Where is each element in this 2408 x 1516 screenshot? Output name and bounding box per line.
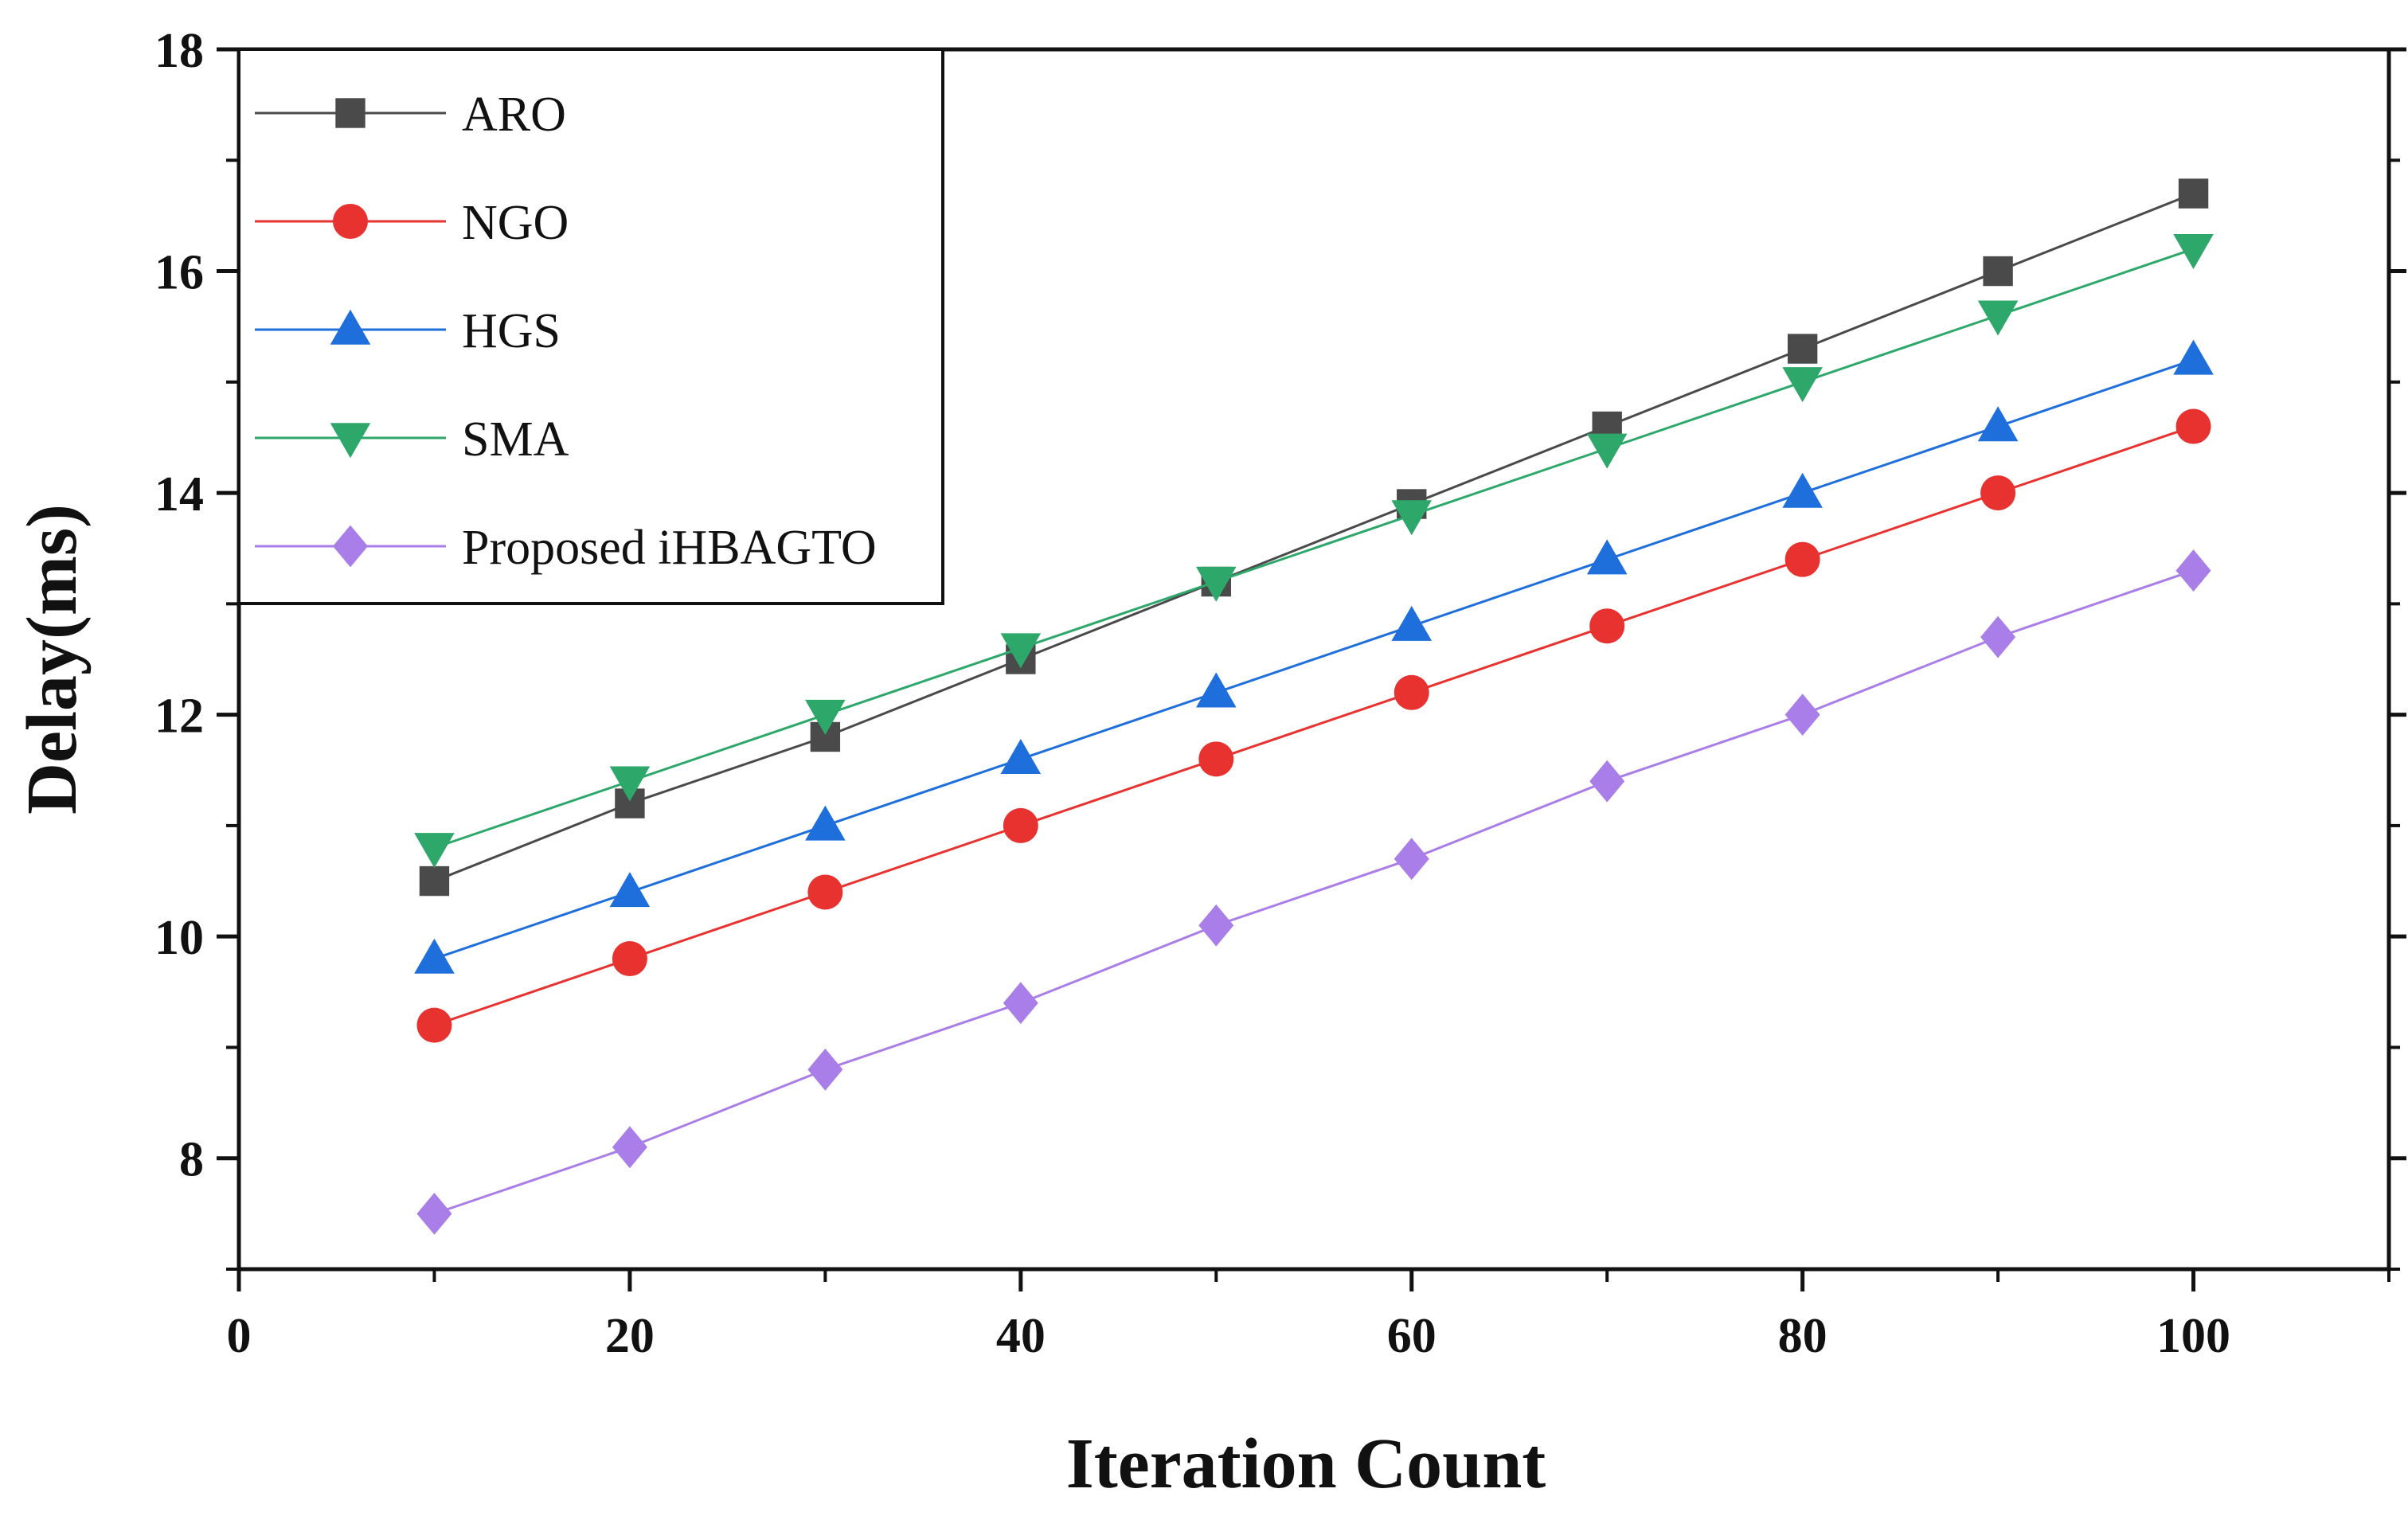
data-point — [1782, 367, 1823, 403]
series-line — [433, 358, 2195, 960]
data-point — [1003, 982, 1038, 1025]
data-point — [414, 833, 455, 869]
data-point — [419, 865, 450, 897]
data-point — [1980, 475, 2016, 511]
data-point — [1198, 904, 1234, 947]
data-point — [1394, 838, 1429, 881]
legend-label: ARO — [462, 88, 566, 142]
data-point — [1980, 615, 2016, 658]
data-point — [807, 1048, 843, 1091]
data-point — [1000, 633, 1042, 669]
data-point — [1394, 674, 1429, 710]
x-tick-label: 20 — [605, 1309, 655, 1363]
y-axis-title: Delay(ms) — [13, 504, 92, 815]
series-line — [433, 192, 2195, 882]
data-point — [1586, 539, 1628, 575]
series-line — [433, 248, 2195, 850]
data-point — [1784, 541, 1820, 577]
data-point — [1391, 500, 1433, 536]
data-point — [1195, 566, 1237, 602]
data-point — [1586, 433, 1628, 469]
legend-item: ARO — [255, 88, 566, 142]
data-point — [1000, 739, 1042, 775]
data-point — [416, 1007, 452, 1043]
data-point — [414, 938, 455, 974]
x-tick-label: 0 — [227, 1309, 252, 1363]
data-point — [2173, 233, 2214, 269]
series-proposed-ihbagto — [416, 549, 2211, 1235]
data-point — [1003, 807, 1038, 843]
series-line — [433, 425, 2195, 1027]
legend-label: NGO — [462, 196, 569, 250]
data-point — [807, 874, 843, 910]
series-line — [433, 569, 2195, 1215]
data-point — [1983, 256, 2013, 287]
data-point — [805, 805, 846, 841]
data-point — [2175, 549, 2211, 592]
data-point — [1977, 300, 2019, 336]
legend-swatch-marker — [333, 525, 368, 568]
legend-item: HGS — [255, 304, 561, 358]
legend-item: SMA — [255, 412, 569, 467]
series-sma — [414, 233, 2214, 869]
y-tick-label: 8 — [179, 1133, 204, 1187]
data-point — [1977, 406, 2019, 442]
x-tick-label: 80 — [1778, 1309, 1828, 1363]
y-tick-label: 18 — [154, 24, 204, 78]
y-tick-label: 16 — [154, 246, 204, 300]
legend-label: Proposed iHBAGTO — [462, 521, 877, 575]
data-point — [1391, 605, 1433, 641]
x-axis-title: Iteration Count — [1066, 1424, 1546, 1503]
series-hgs — [414, 339, 2214, 974]
legend-item: NGO — [255, 196, 569, 250]
data-point — [1784, 694, 1820, 737]
data-point — [2175, 408, 2211, 444]
data-point — [612, 1126, 647, 1169]
series-ngo — [416, 408, 2211, 1043]
y-tick-label: 12 — [154, 690, 204, 744]
legend-label: SMA — [462, 412, 569, 467]
data-point — [1787, 334, 1818, 364]
legend-swatch-marker — [330, 423, 371, 459]
x-tick-label: 60 — [1387, 1309, 1437, 1363]
y-tick-label: 10 — [154, 911, 204, 965]
legend-swatch-marker — [333, 204, 368, 239]
legend-swatch-marker — [330, 309, 371, 345]
legend: ARO NGO HGS SMA Proposed iHBAGTO — [237, 48, 944, 605]
data-point — [1195, 672, 1237, 708]
data-point — [1782, 472, 1823, 508]
data-point — [612, 941, 647, 977]
x-tick-label: 100 — [2156, 1309, 2230, 1363]
legend-item: Proposed iHBAGTO — [255, 521, 877, 575]
x-tick-label: 40 — [996, 1309, 1046, 1363]
data-point — [416, 1192, 452, 1235]
y-tick-label: 14 — [154, 467, 204, 522]
data-point — [2173, 339, 2214, 375]
legend-swatch-marker — [335, 98, 366, 128]
data-point — [609, 766, 651, 802]
data-point — [1589, 608, 1625, 644]
data-point — [805, 699, 846, 735]
legend-label: HGS — [462, 304, 561, 358]
data-point — [2178, 178, 2209, 209]
data-point — [1198, 741, 1234, 777]
data-point — [609, 872, 651, 908]
data-point — [1589, 760, 1625, 803]
plot-frame — [236, 47, 2391, 1272]
